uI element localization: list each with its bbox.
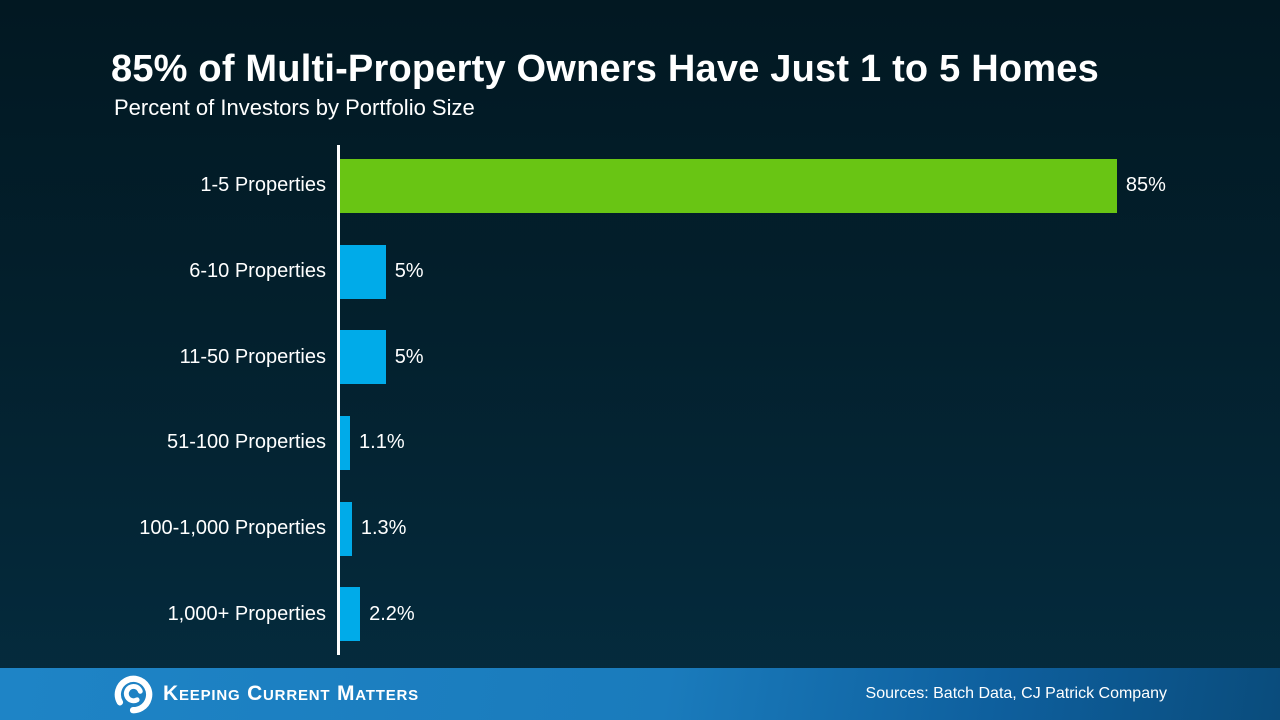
chart-row: 51-100 Properties 1.1% xyxy=(0,400,1280,486)
sources-text: Sources: Batch Data, CJ Patrick Company xyxy=(865,685,1167,702)
category-label: 11-50 Properties xyxy=(179,345,326,368)
bar xyxy=(340,587,361,642)
value-label: 1.1% xyxy=(359,431,405,454)
chart-subtitle: Percent of Investors by Portfolio Size xyxy=(114,95,475,120)
category-label: 51-100 Properties xyxy=(167,431,326,454)
value-label: 5% xyxy=(394,260,424,282)
brand-name: Keeping Current Matters xyxy=(163,682,419,705)
chart-row: 11-50 Properties 5% xyxy=(0,314,1280,400)
chart-rows: 1-5 Properties 85% 6-10 Properties 5% 11… xyxy=(0,143,1280,657)
category-label: 100-1,000 Properties xyxy=(139,517,326,540)
category-label: 1,000+ Properties xyxy=(167,602,326,625)
chart-row: 100-1,000 Properties 1.3% xyxy=(0,486,1280,572)
axis-line xyxy=(337,145,340,655)
bar xyxy=(340,244,386,299)
bar xyxy=(340,158,1117,213)
bar-chart: 1-5 Properties 85% 6-10 Properties 5% 11… xyxy=(0,143,1280,657)
value-label: 2.2% xyxy=(369,602,415,625)
bar xyxy=(340,415,351,470)
chart-row: 1-5 Properties 85% xyxy=(0,143,1280,229)
bar xyxy=(340,501,352,556)
kcm-swirl-icon xyxy=(114,675,153,713)
chart-row: 1,000+ Properties 2.2% xyxy=(0,571,1280,657)
value-label: 5% xyxy=(394,345,424,368)
bar xyxy=(340,330,386,385)
value-label: 85% xyxy=(1125,174,1166,197)
value-label: 1.3% xyxy=(360,517,407,540)
category-label: 1-5 Properties xyxy=(200,174,326,197)
chart-row: 6-10 Properties 5% xyxy=(0,229,1280,315)
category-label: 6-10 Properties xyxy=(189,260,326,282)
footer-bar: Keeping Current Matters Sources: Batch D… xyxy=(0,668,1280,720)
chart-title: 85% of Multi-Property Owners Have Just 1… xyxy=(111,48,1099,90)
